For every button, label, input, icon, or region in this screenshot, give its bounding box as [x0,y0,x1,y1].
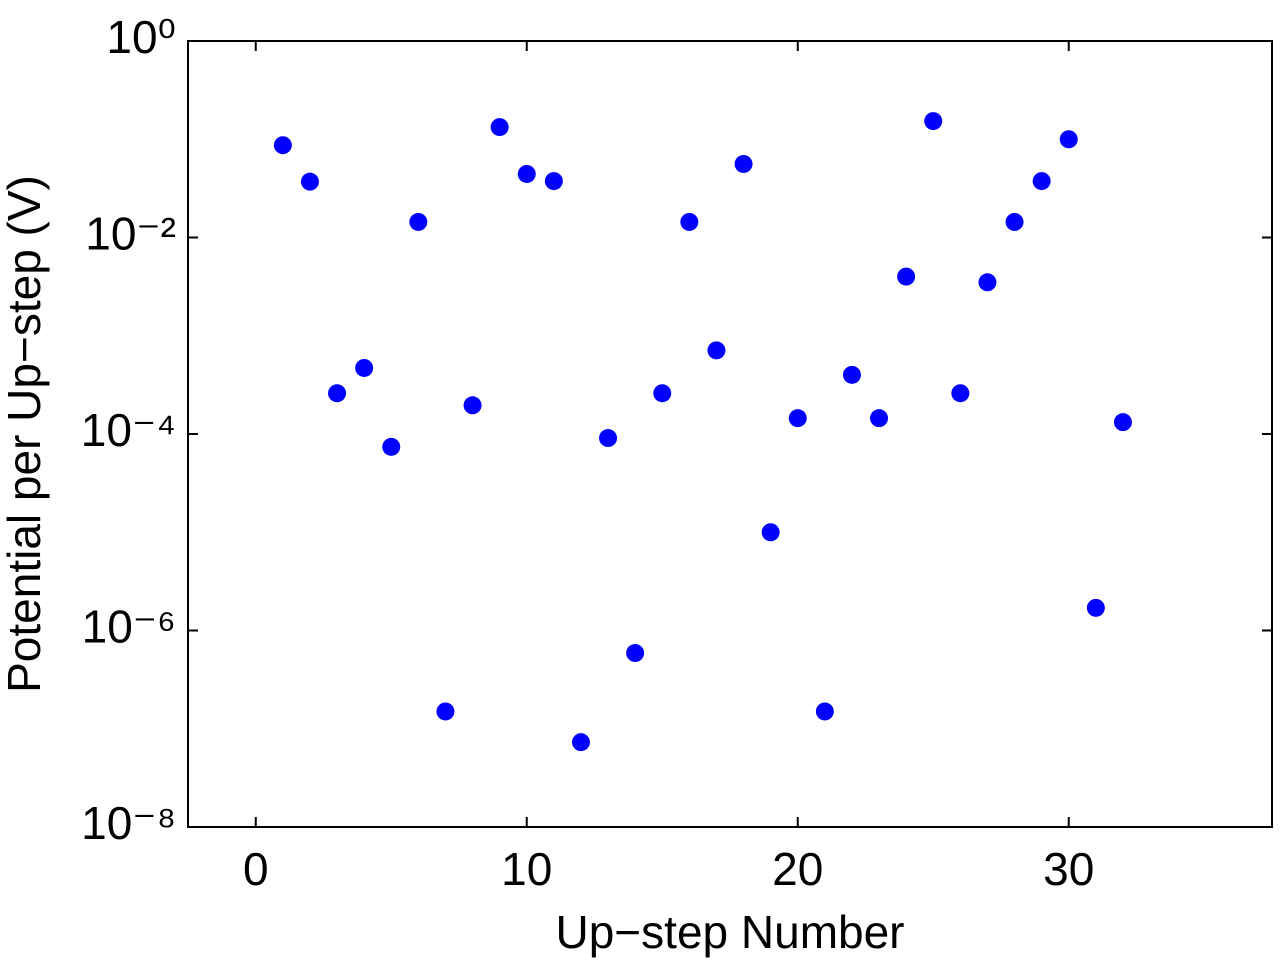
y-axis-label: Potential per Up−step (V) [0,175,50,693]
x-tick-label: 30 [1043,843,1094,895]
point [815,702,834,721]
point [1005,212,1024,231]
point [544,172,563,191]
point [599,429,618,448]
y-tick-label: 10⁻⁶ [82,601,176,653]
point [436,702,455,721]
point [978,273,997,292]
point [870,409,889,428]
point [653,384,672,403]
y-tick-label: 10⁻⁴ [81,404,176,456]
point [1113,413,1132,432]
y-tick-label: 10⁻⁸ [81,797,176,849]
x-tick-label: 10 [501,843,552,895]
point [1032,172,1051,191]
point [517,164,536,183]
point [273,136,292,155]
point [571,733,590,752]
x-tick-label: 20 [772,843,823,895]
point [1086,598,1105,617]
point [788,409,807,428]
point [734,154,753,173]
point [382,437,401,456]
point [924,112,943,131]
point [463,396,482,415]
point [626,644,645,663]
point [897,267,916,286]
point [951,384,970,403]
point [300,172,319,191]
x-tick-label: 0 [243,843,269,895]
point [842,365,861,384]
point [328,384,347,403]
plot-frame [187,40,1273,828]
point [761,523,780,542]
y-tick-label: 10⁰ [106,11,176,63]
point [409,212,428,231]
point [490,118,509,137]
point [707,341,726,360]
x-axis-label: Up−step Number [556,906,905,958]
point [1059,130,1078,149]
y-tick-label: 10⁻² [85,208,176,260]
point [680,212,699,231]
point [355,358,374,377]
